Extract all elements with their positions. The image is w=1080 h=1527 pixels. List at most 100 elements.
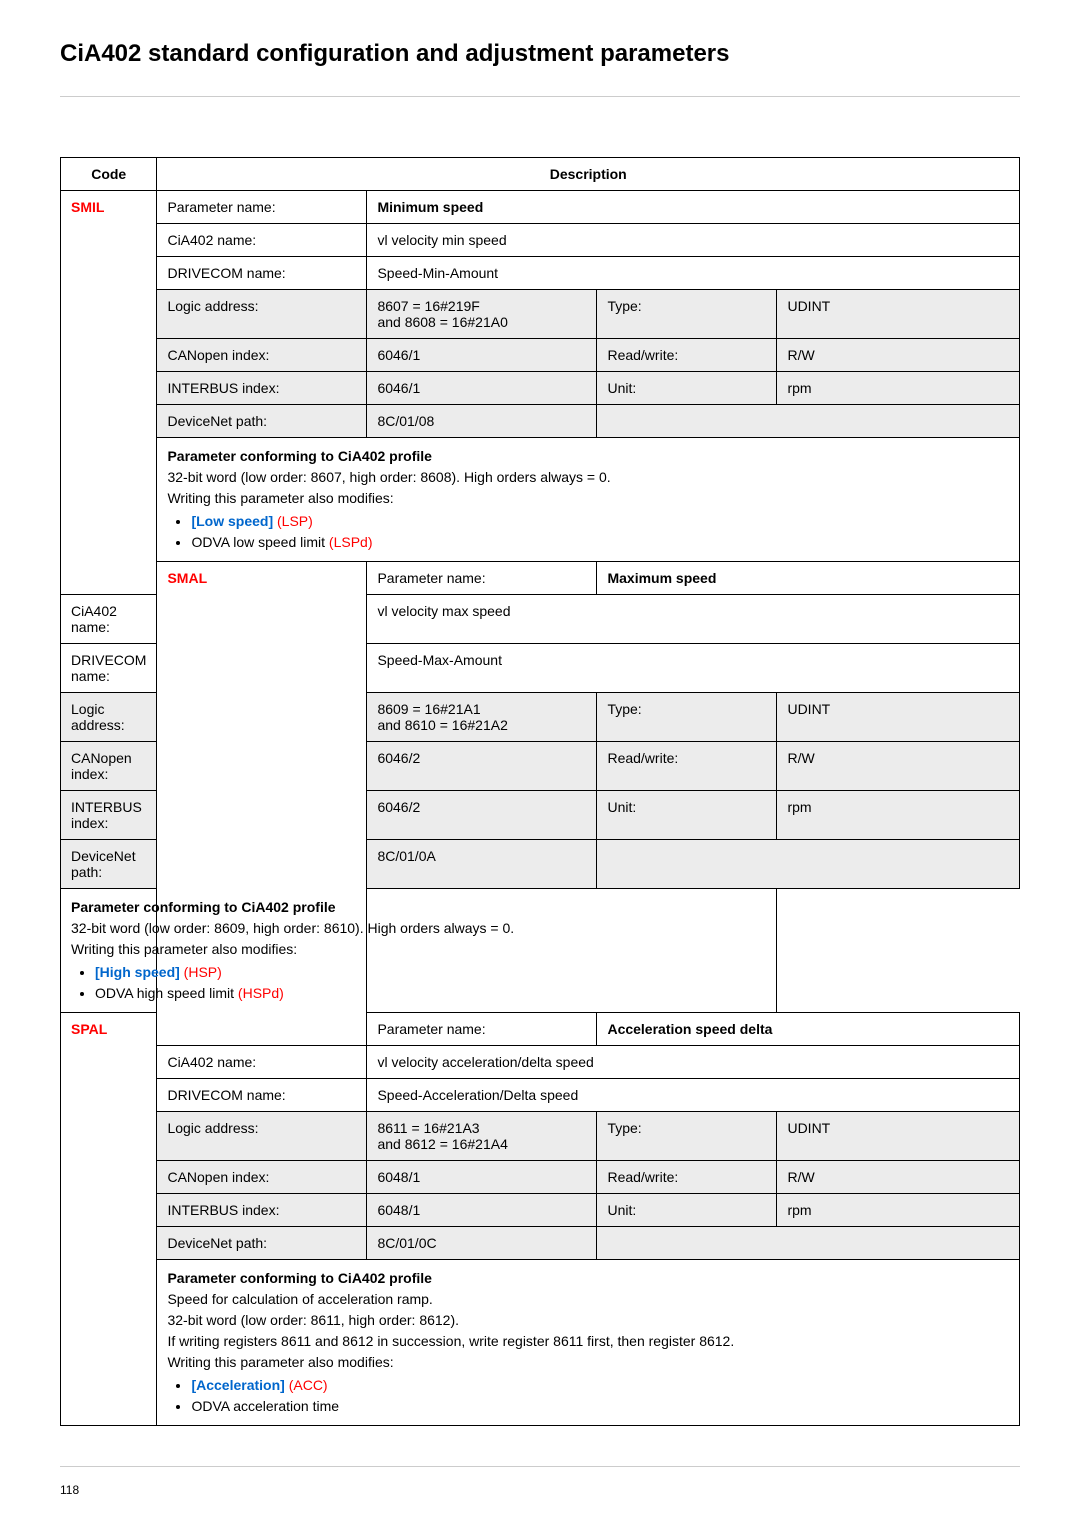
label-cia-3: CiA402 name: — [157, 1046, 367, 1079]
smil-row-canopen: CANopen index: 6046/1 Read/write: R/W — [61, 339, 1020, 372]
smal-row-name: SMAL Parameter name: Maximum speed — [61, 562, 1020, 595]
label-drivecom-2: DRIVECOM name: — [61, 644, 157, 693]
label-drivecom-3: DRIVECOM name: — [157, 1079, 367, 1112]
spal-name: Acceleration speed delta — [597, 1013, 1020, 1046]
spal-cia: vl velocity acceleration/delta speed — [367, 1046, 1020, 1079]
smal-canopen: 6046/2 — [367, 742, 597, 791]
spal-bullet-2: ODVA acceleration time — [191, 1396, 1009, 1417]
spal-canopen: 6048/1 — [367, 1161, 597, 1194]
label-interbus-3: INTERBUS index: — [157, 1194, 367, 1227]
label-cia-2: CiA402 name: — [61, 595, 157, 644]
smil-name: Minimum speed — [367, 191, 1020, 224]
spal-b2: ODVA acceleration time — [191, 1398, 339, 1414]
smil-type: UDINT — [777, 290, 1020, 339]
smil-cia: vl velocity min speed — [367, 224, 1020, 257]
smil-bullet-2: ODVA low speed limit (LSPd) — [191, 532, 1009, 553]
smal-foot-l2: 32-bit word (low order: 8609, high order… — [71, 920, 514, 936]
header-code: Code — [61, 158, 157, 191]
smil-b2b: (LSPd) — [329, 534, 373, 550]
label-interbus: INTERBUS index: — [157, 372, 367, 405]
label-cia-name: CiA402 name: — [157, 224, 367, 257]
label-interbus-2: INTERBUS index: — [61, 791, 157, 840]
label-rw-3: Read/write: — [597, 1161, 777, 1194]
smal-footnote-row: Parameter conforming to CiA402 profile 3… — [61, 889, 1020, 1013]
smal-b1a: [High speed] — [95, 964, 180, 980]
smil-empty — [597, 405, 1020, 438]
spal-drivecom: Speed-Acceleration/Delta speed — [367, 1079, 1020, 1112]
label-param-name: Parameter name: — [157, 191, 367, 224]
smil-b2a: ODVA low speed limit — [191, 534, 328, 550]
smal-footnote: Parameter conforming to CiA402 profile 3… — [61, 889, 777, 1013]
label-unit: Unit: — [597, 372, 777, 405]
smal-rw: R/W — [777, 742, 1020, 791]
smil-unit: rpm — [777, 372, 1020, 405]
label-drivecom: DRIVECOM name: — [157, 257, 367, 290]
spal-foot-l2: Speed for calculation of acceleration ra… — [167, 1291, 432, 1307]
smal-empty — [597, 840, 1020, 889]
smil-code: SMIL — [61, 191, 157, 595]
smal-name: Maximum speed — [597, 562, 1020, 595]
smil-devicenet: 8C/01/08 — [367, 405, 597, 438]
spal-footnote: Parameter conforming to CiA402 profile S… — [157, 1260, 1020, 1426]
label-unit-3: Unit: — [597, 1194, 777, 1227]
smal-foot-l1: Parameter conforming to CiA402 profile — [71, 899, 336, 915]
smil-bullet-1: [Low speed] (LSP) — [191, 511, 1009, 532]
label-param-name-2: Parameter name: — [367, 562, 597, 595]
label-rw-2: Read/write: — [597, 742, 777, 791]
title-divider — [60, 96, 1020, 97]
spal-b1b: (ACC) — [285, 1377, 328, 1393]
footer-divider — [60, 1466, 1020, 1467]
label-unit-2: Unit: — [597, 791, 777, 840]
spal-foot-l5: Writing this parameter also modifies: — [167, 1354, 393, 1370]
smal-b2a: ODVA high speed limit — [95, 985, 238, 1001]
smil-row-interbus: INTERBUS index: 6046/1 Unit: rpm — [61, 372, 1020, 405]
smal-unit: rpm — [777, 791, 1020, 840]
label-logic-2: Logic address: — [61, 693, 157, 742]
label-param-name-3: Parameter name: — [367, 1013, 597, 1046]
spal-code: SPAL — [61, 1013, 157, 1426]
spal-foot-l4: If writing registers 8611 and 8612 in su… — [167, 1333, 734, 1349]
spal-unit: rpm — [777, 1194, 1020, 1227]
parameters-table: Code Description SMIL Parameter name: Mi… — [60, 157, 1020, 1426]
smil-row-drivecom: DRIVECOM name: Speed-Min-Amount — [61, 257, 1020, 290]
label-canopen-2: CANopen index: — [61, 742, 157, 791]
smal-foot-l3: Writing this parameter also modifies: — [71, 941, 297, 957]
page-title: CiA402 standard configuration and adjust… — [60, 40, 1020, 68]
smal-b2b: (HSPd) — [238, 985, 284, 1001]
table-header-row: Code Description — [61, 158, 1020, 191]
spal-devicenet: 8C/01/0C — [367, 1227, 597, 1260]
spal-row-drivecom: DRIVECOM name: Speed-Acceleration/Delta … — [61, 1079, 1020, 1112]
smil-logic: 8607 = 16#219F and 8608 = 16#21A0 — [367, 290, 597, 339]
spal-row-cia: CiA402 name: vl velocity acceleration/de… — [61, 1046, 1020, 1079]
smal-bullet-1: [High speed] (HSP) — [95, 962, 766, 983]
label-logic-3: Logic address: — [157, 1112, 367, 1161]
spal-bullet-1: [Acceleration] (ACC) — [191, 1375, 1009, 1396]
label-type-2: Type: — [597, 693, 777, 742]
spal-row-logic: Logic address: 8611 = 16#21A3 and 8612 =… — [61, 1112, 1020, 1161]
smil-foot-l1: Parameter conforming to CiA402 profile — [167, 448, 432, 464]
label-logic: Logic address: — [157, 290, 367, 339]
label-rw: Read/write: — [597, 339, 777, 372]
spal-row-interbus: INTERBUS index: 6048/1 Unit: rpm — [61, 1194, 1020, 1227]
smil-row-devicenet: DeviceNet path: 8C/01/08 — [61, 405, 1020, 438]
smal-bullet-2: ODVA high speed limit (HSPd) — [95, 983, 766, 1004]
smil-drivecom: Speed-Min-Amount — [367, 257, 1020, 290]
spal-b1a: [Acceleration] — [191, 1377, 284, 1393]
smal-type: UDINT — [777, 693, 1020, 742]
spal-row-canopen: CANopen index: 6048/1 Read/write: R/W — [61, 1161, 1020, 1194]
spal-foot-l3: 32-bit word (low order: 8611, high order… — [167, 1312, 459, 1328]
smal-b1b: (HSP) — [180, 964, 222, 980]
page-number: 118 — [60, 1483, 79, 1497]
smil-row-name: SMIL Parameter name: Minimum speed — [61, 191, 1020, 224]
smal-logic: 8609 = 16#21A1 and 8610 = 16#21A2 — [367, 693, 597, 742]
spal-footnote-row: Parameter conforming to CiA402 profile S… — [61, 1260, 1020, 1426]
smal-drivecom: Speed-Max-Amount — [367, 644, 1020, 693]
spal-foot-l1: Parameter conforming to CiA402 profile — [167, 1270, 432, 1286]
smil-foot-l3: Writing this parameter also modifies: — [167, 490, 393, 506]
smil-footnote-row: Parameter conforming to CiA402 profile 3… — [61, 438, 1020, 562]
spal-row-devicenet: DeviceNet path: 8C/01/0C — [61, 1227, 1020, 1260]
label-devicenet-2: DeviceNet path: — [61, 840, 157, 889]
smil-row-cia: CiA402 name: vl velocity min speed — [61, 224, 1020, 257]
header-description: Description — [157, 158, 1020, 191]
smal-cia: vl velocity max speed — [367, 595, 1020, 644]
